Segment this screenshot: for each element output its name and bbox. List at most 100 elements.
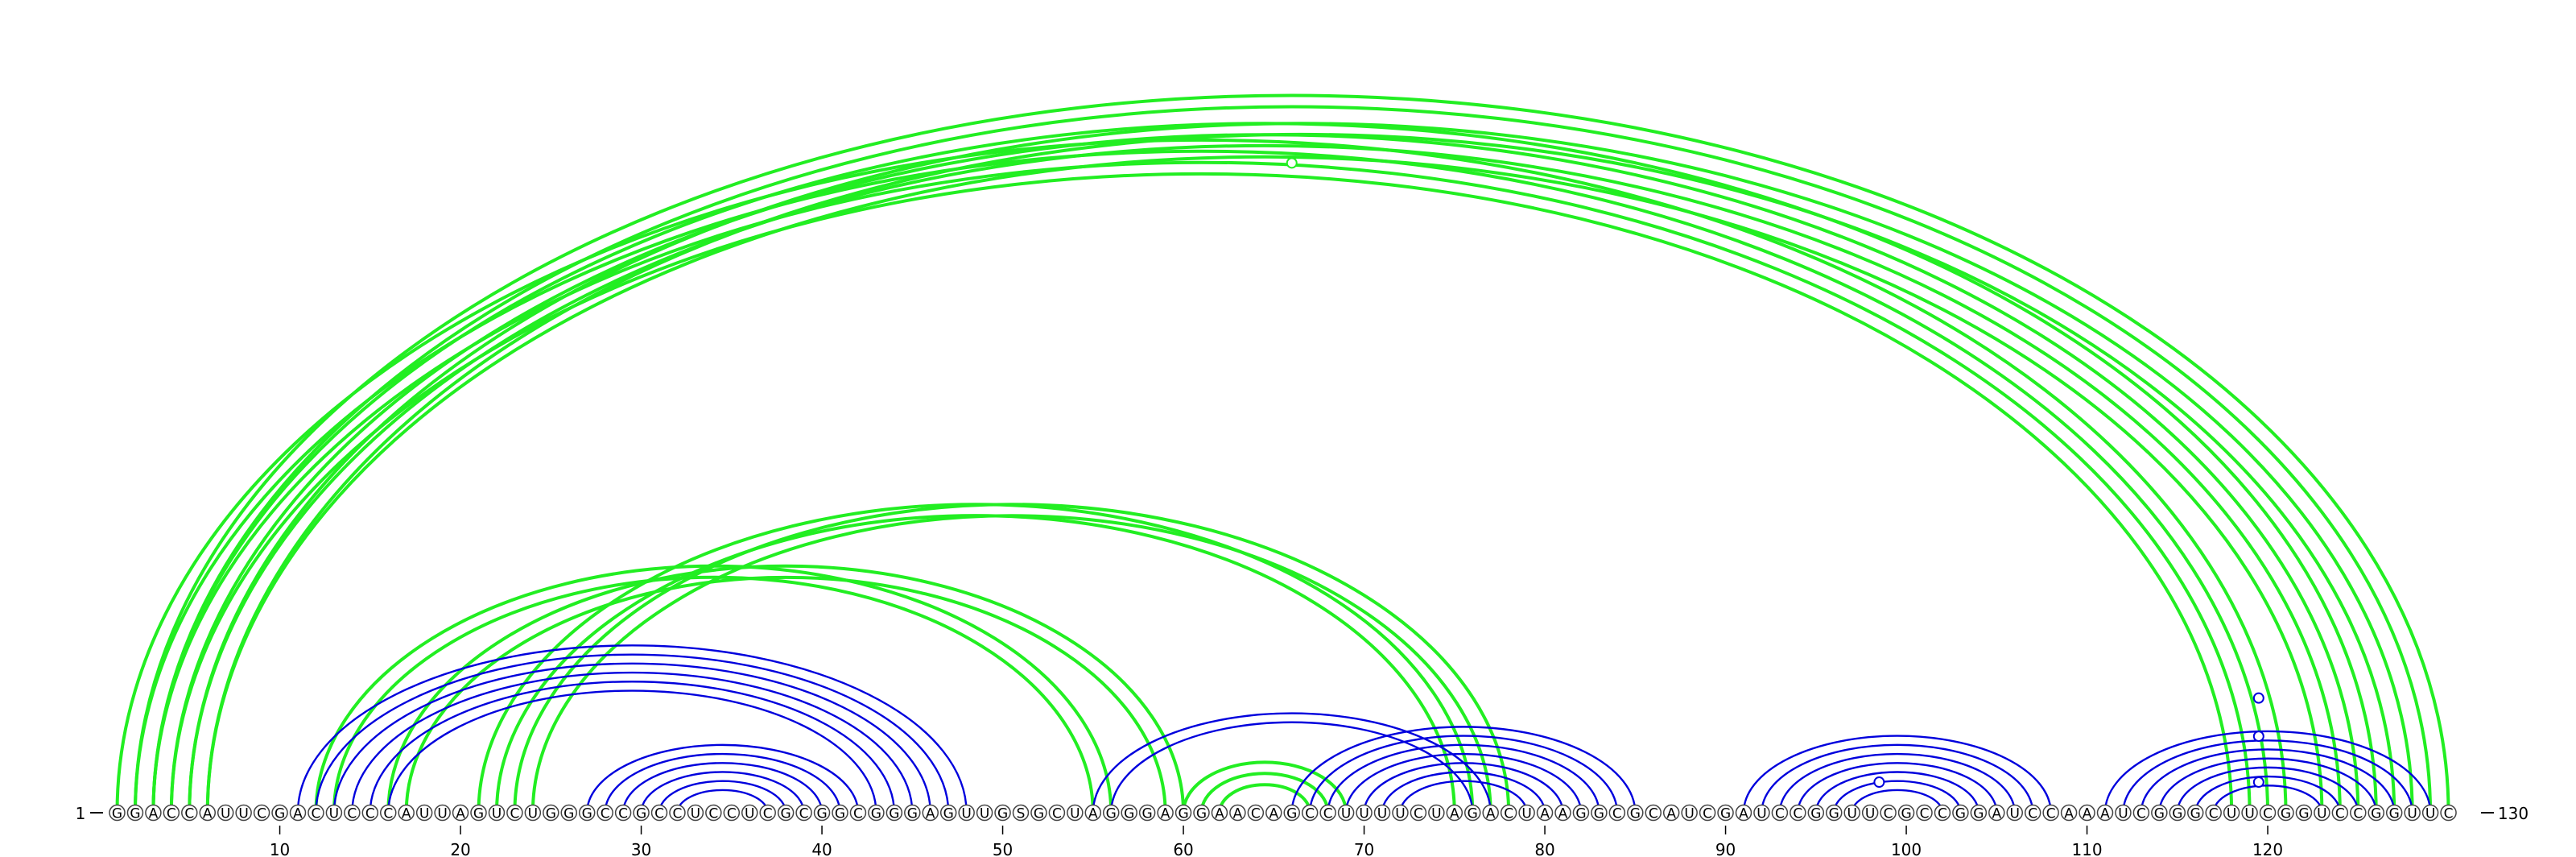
- nucleotide-circle: [1211, 804, 1228, 822]
- nucleotide-circle: [759, 804, 776, 822]
- nucleotide-letter: A: [2083, 806, 2092, 822]
- nucleotide-letter: C: [2046, 806, 2056, 822]
- nucleotide-circle: [2132, 804, 2150, 822]
- nucleotide-circle: [1356, 804, 1373, 822]
- nucleotide-circle: [2259, 804, 2277, 822]
- nucleotide-letter: G: [1973, 806, 1984, 822]
- nucleotide-letter: G: [907, 806, 918, 822]
- nucleotide-circle: [488, 804, 506, 822]
- nucleotide-circle: [181, 804, 198, 822]
- nucleotide-letter: A: [149, 806, 159, 822]
- nucleotide-letter: G: [1720, 806, 1731, 822]
- base-pair-arc: [1363, 762, 1564, 814]
- nucleotide-letter: U: [2010, 806, 2020, 822]
- nucleotide-letter: U: [1070, 806, 1080, 822]
- nucleotide-circle: [1790, 804, 1806, 822]
- nucleotide-circle: [614, 804, 632, 822]
- nucleotide-letter: U: [1865, 806, 1875, 822]
- nucleotide-circle: [1826, 804, 1843, 822]
- arc-marker: [2252, 776, 2264, 789]
- nucleotide-circle: [958, 804, 975, 822]
- nucleotide-letter: C: [2209, 806, 2219, 822]
- nucleotide-letter: U: [492, 806, 502, 822]
- nucleotide-letter: C: [2263, 806, 2273, 822]
- nucleotide-letter: A: [1269, 806, 1278, 822]
- nucleotide-letter: U: [2244, 806, 2254, 822]
- pseudoknot-arc: [151, 105, 2433, 814]
- nucleotide-circle: [344, 804, 361, 822]
- nucleotide-circle: [1428, 804, 1445, 822]
- nucleotide-circle: [2421, 804, 2439, 822]
- nucleotide-circle: [2187, 804, 2204, 822]
- nucleotide-circle: [1067, 804, 1084, 822]
- nucleotide-letter: U: [1359, 806, 1368, 822]
- nucleotide-circle: [1030, 804, 1047, 822]
- nucleotide-circle: [1681, 804, 1698, 822]
- nucleotide-letter: G: [943, 806, 954, 822]
- nucleotide-circle: [2060, 804, 2078, 822]
- nucleotide-circle: [1952, 804, 1969, 822]
- nucleotide-circle: [832, 804, 848, 822]
- nucleotide-circle: [1482, 804, 1499, 822]
- base-pair-arc: [1327, 743, 1600, 814]
- pseudoknot-arc: [133, 149, 2270, 814]
- nucleotide-circle: [1301, 804, 1319, 822]
- nucleotide-letter: C: [708, 806, 718, 822]
- nucleotide-letter: G: [582, 806, 592, 822]
- nucleotide-letter: U: [437, 806, 447, 822]
- nucleotide-letter: G: [1575, 806, 1586, 822]
- nucleotide-circle: [2440, 804, 2457, 822]
- nucleotide-circle: [2314, 804, 2330, 822]
- base-pair-arc: [1814, 771, 1980, 814]
- nucleotide-circle: [163, 804, 180, 822]
- nucleotide-circle: [1247, 804, 1265, 822]
- pseudoknot-arc: [477, 503, 1475, 814]
- nucleotide-letter: C: [1920, 806, 1930, 822]
- nucleotide-circle: [1518, 804, 1535, 822]
- nucleotide-circle: [1012, 804, 1030, 822]
- nucleotide-letter: A: [1233, 806, 1243, 822]
- nucleotide-letter: U: [1431, 806, 1441, 822]
- base-pair-arc: [2140, 748, 2396, 814]
- nucleotide-circle: [2368, 804, 2384, 822]
- nucleotide-circle: [2042, 804, 2059, 822]
- nucleotide-letter: C: [618, 806, 628, 822]
- nucleotide-circle: [650, 804, 668, 822]
- nucleotide-circle: [2169, 804, 2186, 822]
- nucleotide-letter: G: [1106, 806, 1117, 822]
- base-pair-arc: [2194, 775, 2342, 814]
- nucleotide-circle: [452, 804, 469, 822]
- nucleotide-letter: C: [184, 806, 194, 822]
- nucleotide-circle: [1771, 804, 1789, 822]
- nucleotide-letter: G: [1955, 806, 1966, 822]
- nucleotide-circle: [1157, 804, 1174, 822]
- pseudoknot-arc: [1182, 760, 1348, 814]
- base-pair-arc: [332, 662, 931, 814]
- nucleotide-letter: C: [799, 806, 809, 822]
- nucleotide-letter: G: [2298, 806, 2309, 822]
- nucleotide-circle: [1699, 804, 1716, 822]
- nucleotide-circle: [1084, 804, 1102, 822]
- nucleotide-circle: [2006, 804, 2023, 822]
- pseudoknot-arc: [205, 132, 2396, 814]
- nucleotide-letter: C: [1305, 806, 1315, 822]
- nucleotide-circle: [1337, 804, 1355, 822]
- nucleotide-letter: C: [347, 806, 357, 822]
- nucleotide-letter: A: [926, 806, 935, 822]
- nucleotide-letter: A: [1540, 806, 1550, 822]
- nucleotide-letter: U: [2407, 806, 2417, 822]
- nucleotide-letter: C: [763, 806, 773, 822]
- nucleotide-letter: G: [473, 806, 484, 822]
- pseudoknot-arc: [1217, 783, 1312, 814]
- nucleotide-letter: G: [1901, 806, 1911, 822]
- ruler-tick-label: 50: [993, 840, 1013, 857]
- nucleotide-circle: [1373, 804, 1391, 822]
- nucleotide-circle: [380, 804, 397, 822]
- nucleotide-circle: [2295, 804, 2313, 822]
- nucleotide-circle: [289, 804, 307, 822]
- nucleotide-circle: [199, 804, 216, 822]
- pseudoknot-arc: [133, 93, 2450, 814]
- nucleotide-letter: C: [2136, 806, 2146, 822]
- nucleotide-letter: U: [691, 806, 700, 822]
